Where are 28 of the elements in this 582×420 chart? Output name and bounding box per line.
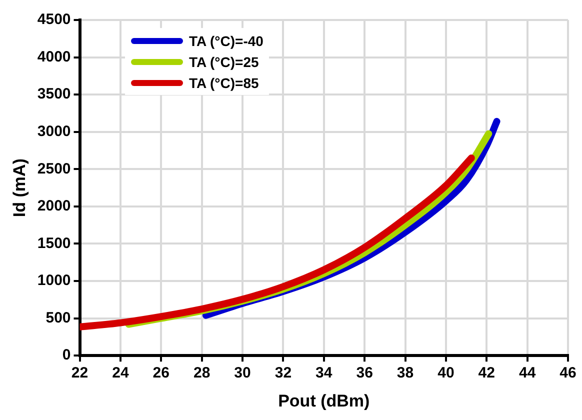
x-tick-label: 38 [396, 364, 414, 382]
y-tick-label: 500 [46, 309, 71, 326]
x-axis-title: Pout (dBm) [278, 391, 370, 410]
x-tick-label: 40 [438, 364, 454, 382]
y-tick-label: 1000 [37, 272, 71, 290]
y-axis-title: Id (mA) [10, 158, 29, 218]
y-tick-label: 0 [62, 346, 71, 364]
x-tick-label: 34 [316, 364, 333, 382]
y-tick-label: 2500 [37, 160, 71, 178]
x-tick-label: 24 [112, 364, 130, 382]
legend-label: TA (°C)=-40 [189, 32, 264, 48]
y-tick-label: 4500 [37, 11, 71, 28]
x-tick-label: 46 [560, 364, 576, 382]
x-tick-label: 26 [152, 364, 170, 382]
y-tick-label: 4000 [37, 48, 71, 66]
y-tick-label: 1500 [37, 234, 71, 252]
x-tick-label: 22 [71, 364, 88, 382]
x-tick-label: 44 [518, 364, 536, 382]
legend-label: TA (°C)=85 [189, 74, 259, 90]
x-tick-label: 28 [193, 364, 210, 382]
x-tick-label: 42 [478, 364, 495, 382]
x-tick-label: 36 [356, 364, 373, 382]
x-tick-label: 32 [274, 364, 292, 382]
y-tick-label: 3500 [37, 86, 71, 103]
legend-label: TA (°C)=25 [189, 54, 259, 70]
y-tick-label: 3000 [37, 123, 71, 140]
x-tick-label: 30 [234, 364, 251, 382]
y-tick-label: 2000 [37, 198, 71, 215]
